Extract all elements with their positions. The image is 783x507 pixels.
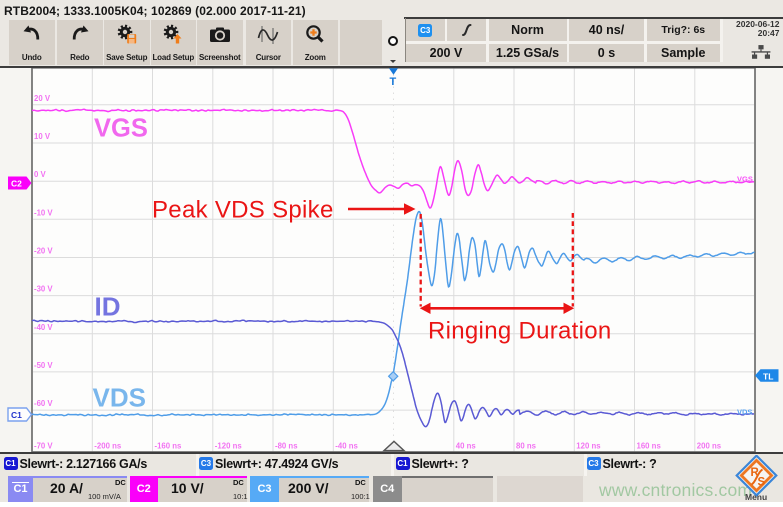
svg-text:-40 V: -40 V: [34, 323, 53, 332]
svg-text:Ringing Duration: Ringing Duration: [428, 318, 612, 345]
svg-text:10 V: 10 V: [34, 132, 51, 141]
svg-text:-30 V: -30 V: [34, 285, 53, 294]
svg-text:T: T: [390, 76, 397, 88]
svg-text:VGS: VGS: [737, 175, 753, 184]
svg-text:VDS: VDS: [93, 383, 146, 413]
svg-text:0 V: 0 V: [34, 170, 47, 179]
svg-text:-200 ns: -200 ns: [94, 442, 122, 451]
svg-text:R: R: [751, 467, 760, 479]
svg-text:-20 V: -20 V: [34, 247, 53, 256]
svg-text:C1: C1: [11, 410, 22, 420]
svg-text:-10 V: -10 V: [34, 208, 53, 217]
svg-text:200 ns: 200 ns: [697, 442, 722, 451]
svg-text:-60 V: -60 V: [34, 399, 53, 408]
svg-text:TL: TL: [763, 371, 773, 381]
svg-text:-120 ns: -120 ns: [215, 442, 243, 451]
svg-text:-80 ns: -80 ns: [275, 442, 298, 451]
svg-text:-40 ns: -40 ns: [335, 442, 358, 451]
svg-text:ID: ID: [95, 292, 121, 322]
svg-text:C2: C2: [11, 178, 22, 188]
svg-text:VDS: VDS: [737, 408, 752, 417]
svg-text:-70 V: -70 V: [34, 442, 53, 451]
svg-text:80 ns: 80 ns: [516, 442, 537, 451]
svg-text:VGS: VGS: [94, 114, 148, 142]
svg-text:S: S: [758, 477, 766, 489]
svg-text:Peak VDS Spike: Peak VDS Spike: [152, 197, 334, 224]
svg-text:120 ns: 120 ns: [576, 442, 601, 451]
svg-text:-50 V: -50 V: [34, 361, 53, 370]
svg-text:40 ns: 40 ns: [456, 442, 477, 451]
svg-text:-160 ns: -160 ns: [155, 442, 183, 451]
svg-text:160 ns: 160 ns: [637, 442, 662, 451]
svg-text:20 V: 20 V: [34, 94, 51, 103]
